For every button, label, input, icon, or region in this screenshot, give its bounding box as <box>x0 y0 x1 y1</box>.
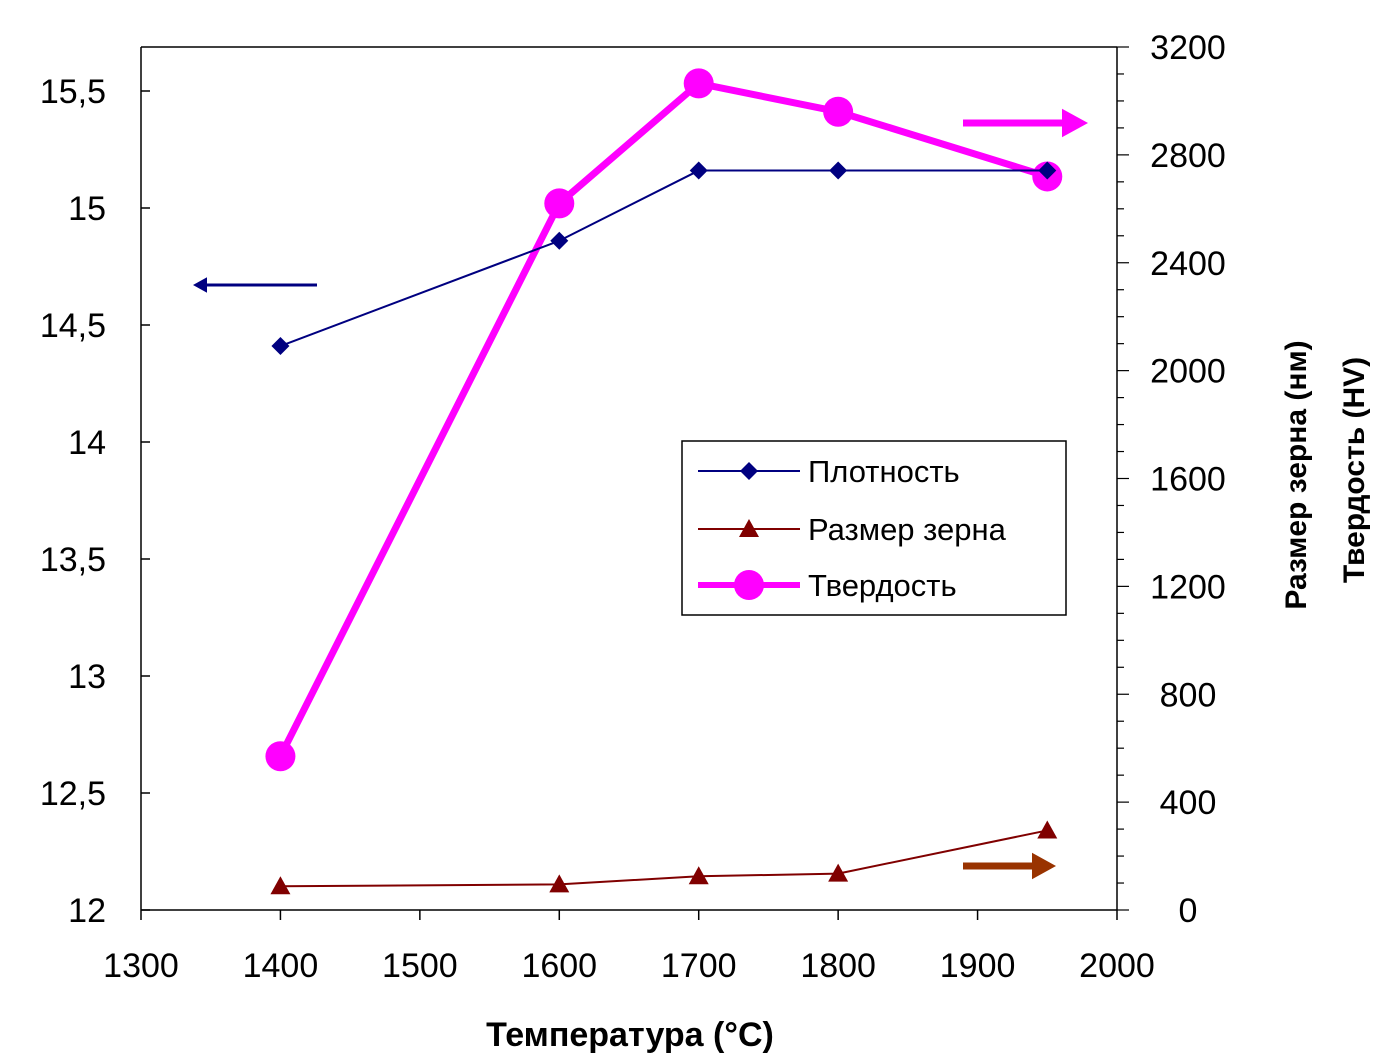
legend-marker <box>739 519 759 537</box>
legend-item: Твердость <box>698 568 957 603</box>
right-tick-label: 3200 <box>1150 29 1226 67</box>
data-point <box>688 866 709 885</box>
data-point <box>550 231 569 250</box>
right-tick-label: 2400 <box>1150 245 1226 283</box>
data-point <box>683 68 714 99</box>
right-tick-label: 2000 <box>1150 353 1226 391</box>
left-tick-label: 14 <box>68 424 106 462</box>
data-point <box>1038 161 1057 180</box>
plot-frame <box>140 46 1118 911</box>
right-tick-label: 1600 <box>1150 461 1226 499</box>
left-tick-label: 13 <box>68 658 106 696</box>
data-point <box>828 863 849 882</box>
legend-label: Твердость <box>808 568 957 603</box>
left-tick-label: 15 <box>68 190 106 228</box>
series-triangle <box>270 820 1058 895</box>
right-axis: 0 400 800 1200 1600 2000 2400 2800 3200 <box>1117 29 1226 930</box>
series-line <box>277 79 1049 758</box>
x-tick-label: 1900 <box>940 947 1016 985</box>
left-axis: 12 12,5 13 13,5 14 14,5 15 15,5 <box>40 73 150 930</box>
x-tick-label: 2000 <box>1079 947 1155 985</box>
series-line <box>280 169 1048 347</box>
left-tick-label: 14,5 <box>40 307 106 345</box>
data-point <box>689 161 708 180</box>
data-point <box>549 874 570 893</box>
x-tick-label: 1600 <box>521 947 597 985</box>
direction-arrows <box>193 108 1088 880</box>
data-point <box>1037 820 1058 839</box>
left-tick-label: 12,5 <box>40 775 106 813</box>
x-axis: 1300 1400 1500 1600 1700 1800 1900 2000 <box>103 910 1155 985</box>
right-tick-label: 1200 <box>1150 568 1226 606</box>
legend-item: Размер зерна <box>698 512 1007 547</box>
data-point <box>271 337 290 356</box>
right-axis-title-grain-size: Размер зерна (нм) <box>1280 340 1313 609</box>
legend-label: Плотность <box>808 454 960 489</box>
x-tick-label: 1700 <box>661 947 737 985</box>
series-layer <box>265 68 1063 895</box>
right-tick-label: 0 <box>1179 892 1198 930</box>
left-tick-label: 12 <box>68 892 106 930</box>
data-point <box>544 188 575 219</box>
arrow-head <box>1062 108 1088 138</box>
series-diamond <box>271 161 1057 356</box>
series-line <box>280 829 1048 888</box>
legend-marker <box>734 570 764 600</box>
legend: Плотность Размер зерна Твердость <box>681 440 1067 616</box>
legend-marker <box>740 462 758 480</box>
data-point <box>823 96 854 127</box>
x-tick-label: 1400 <box>243 947 319 985</box>
data-point <box>265 741 296 772</box>
arrow-head <box>193 277 207 293</box>
data-point <box>829 161 848 180</box>
left-tick-label: 15,5 <box>40 73 106 111</box>
arrow-right-hardness <box>963 108 1088 138</box>
series-circle <box>265 68 1063 772</box>
left-tick-label: 13,5 <box>40 541 106 579</box>
right-tick-label: 2800 <box>1150 137 1226 175</box>
data-point <box>270 876 291 895</box>
legend-label: Размер зерна <box>808 512 1007 547</box>
right-tick-label: 400 <box>1160 784 1217 822</box>
x-tick-label: 1800 <box>800 947 876 985</box>
right-tick-label: 800 <box>1160 676 1217 714</box>
x-axis-title: Температура (°C) <box>486 1016 774 1054</box>
arrow-right-grain-size <box>963 852 1056 880</box>
legend-item: Плотность <box>698 454 960 489</box>
x-tick-label: 1300 <box>103 947 179 985</box>
arrow-head <box>1032 852 1056 880</box>
right-axis-title-hardness: Твердость (HV) <box>1338 357 1371 583</box>
arrow-left-density <box>193 277 317 293</box>
x-tick-label: 1500 <box>382 947 458 985</box>
